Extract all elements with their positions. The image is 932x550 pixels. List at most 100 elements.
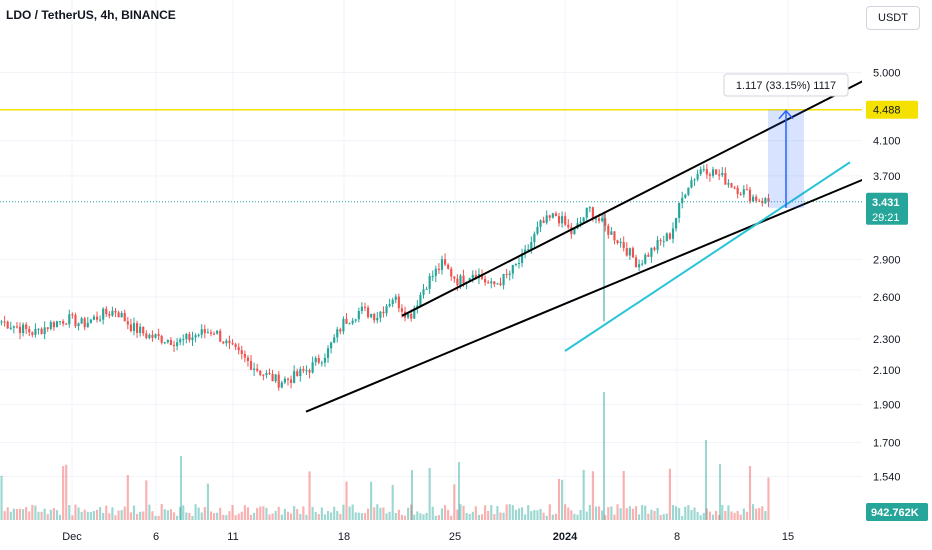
volume-bar	[702, 512, 705, 520]
volume-badge	[866, 503, 928, 521]
candle-body	[425, 288, 428, 290]
candle-body	[172, 344, 176, 347]
volume-bar	[49, 509, 52, 520]
volume-bar	[668, 468, 671, 520]
candle-body	[52, 322, 55, 328]
candle-body	[342, 318, 345, 332]
candle-body	[764, 198, 767, 204]
candle-body	[22, 324, 25, 334]
candle-body	[268, 373, 271, 375]
candle-body	[9, 327, 12, 329]
candle-body	[46, 327, 49, 329]
volume-bar	[411, 470, 413, 520]
volume-bar	[665, 513, 668, 520]
candle-body	[293, 371, 296, 383]
volume-bar	[277, 506, 280, 520]
volume-bar	[92, 511, 96, 520]
last-price-label: 3.431	[872, 197, 900, 209]
volume-bar	[9, 511, 12, 520]
volume-bar	[311, 506, 314, 520]
candle-body	[305, 370, 308, 372]
candle-body	[123, 313, 126, 322]
candle-body	[542, 220, 545, 223]
candle-body	[126, 321, 129, 325]
volume-bar	[225, 515, 228, 520]
currency-button[interactable]: USDT	[866, 6, 920, 30]
volume-bar	[422, 514, 425, 520]
volume-bar	[536, 510, 539, 520]
volume-bar	[690, 510, 693, 520]
candle-body	[422, 289, 425, 295]
volume-bar	[674, 506, 678, 520]
volume-bar	[748, 466, 752, 520]
candle-body	[684, 194, 687, 198]
volume-bar	[641, 505, 644, 520]
volume-bar	[120, 510, 123, 520]
candle-body	[545, 215, 548, 223]
candle-body	[354, 319, 357, 321]
candle-body	[419, 294, 422, 306]
candle-body	[99, 319, 102, 321]
volume-bar	[15, 508, 19, 520]
candle-body	[656, 240, 659, 250]
candle-body	[34, 328, 37, 335]
price-tick-label: 5.000	[873, 68, 901, 80]
volume-bar	[561, 479, 564, 520]
candle-body	[653, 247, 656, 250]
candle-body	[505, 273, 508, 275]
candle-body	[145, 333, 148, 338]
volume-bar	[619, 508, 622, 520]
candle-body	[502, 273, 505, 286]
volume-bar	[363, 513, 367, 520]
candle-body	[80, 318, 83, 324]
candle-body	[336, 329, 339, 338]
volume-bar	[370, 481, 373, 520]
volume-bar	[366, 508, 370, 520]
volume-bar	[240, 511, 243, 520]
cyan-trendline	[564, 161, 851, 352]
candle-body	[283, 378, 286, 383]
candle-body	[376, 317, 379, 321]
resistance-badge	[866, 100, 918, 119]
price-tick-label: 1.700	[873, 437, 901, 449]
volume-bar	[570, 510, 573, 520]
candle-body	[551, 213, 554, 218]
candle-body	[108, 314, 111, 316]
volume-bar	[471, 511, 474, 520]
candle-body	[62, 321, 65, 324]
volume-bar	[342, 504, 345, 520]
candle-body	[188, 334, 191, 341]
candle-body	[280, 382, 283, 388]
volume-bar	[305, 514, 308, 520]
volume-bar	[705, 508, 708, 520]
volume-bar	[758, 507, 761, 520]
candle-body	[604, 218, 607, 226]
volume-bar	[249, 514, 253, 520]
volume-bar	[237, 513, 240, 520]
last-price-badge	[866, 192, 908, 225]
candle-body	[388, 304, 391, 307]
candle-body	[440, 259, 444, 270]
volume-bar	[755, 508, 758, 520]
volume-bar	[89, 512, 92, 520]
volume-bar	[308, 471, 311, 520]
volume-bar	[687, 505, 690, 520]
volume-bar	[43, 508, 46, 520]
candle-body	[326, 348, 330, 358]
candle-body	[129, 324, 132, 331]
volume-bar	[216, 512, 219, 520]
measurement-label-box	[723, 73, 849, 97]
candle-body	[520, 253, 524, 264]
volume-bar	[182, 505, 185, 520]
candle-body	[363, 306, 367, 308]
candle-body	[724, 173, 727, 185]
volume-bar	[293, 506, 296, 520]
time-tick-label: 2024	[553, 531, 578, 543]
candle-body	[89, 319, 92, 323]
candle-body	[28, 329, 31, 333]
candle-body	[259, 370, 262, 375]
candle-body	[471, 274, 474, 279]
volume-bar	[336, 510, 339, 520]
volume-bar	[34, 505, 37, 520]
